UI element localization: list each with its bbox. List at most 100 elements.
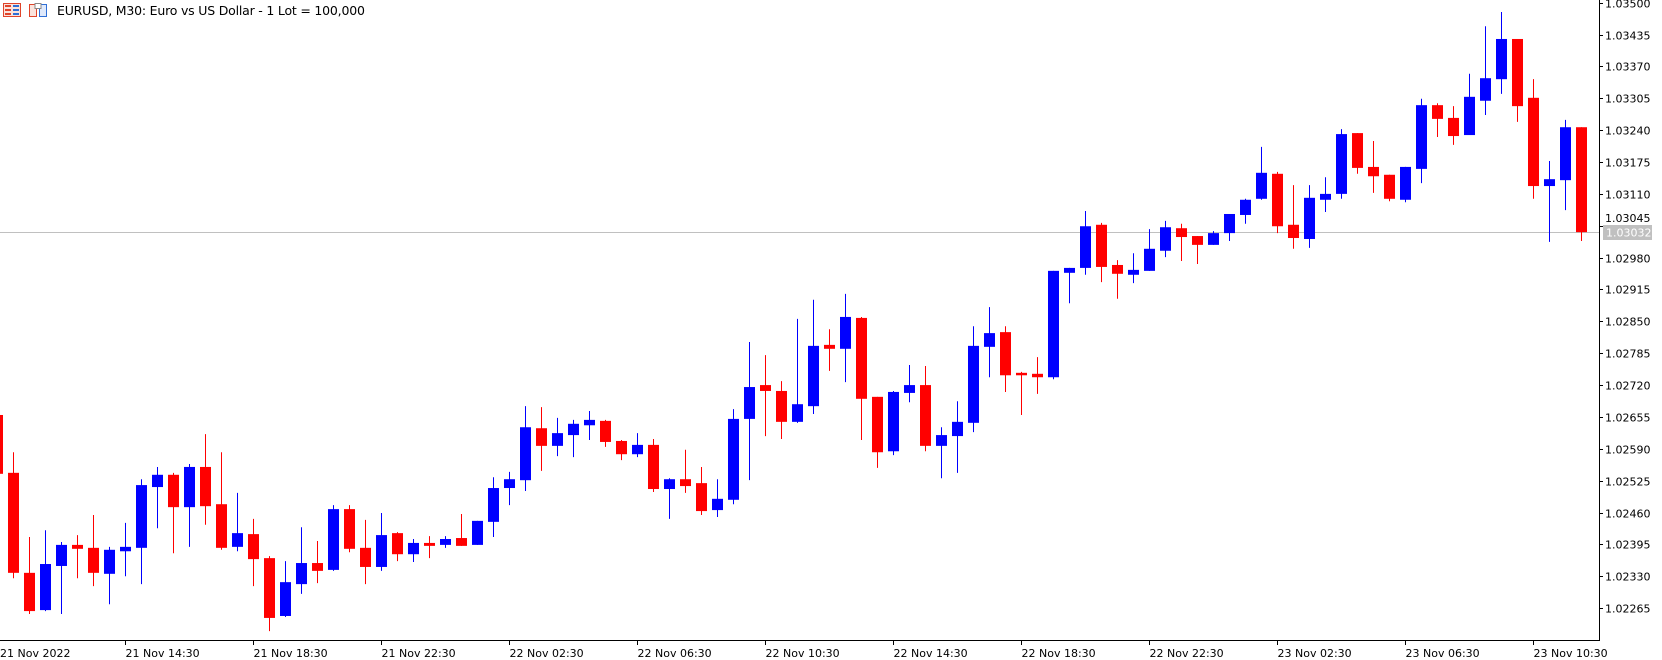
candle[interactable] <box>728 409 739 505</box>
candle[interactable] <box>1560 119 1571 211</box>
candle[interactable] <box>488 477 499 538</box>
candle[interactable] <box>1192 236 1203 264</box>
candle[interactable] <box>104 546 115 605</box>
price-axis[interactable]: 1.03500 1.03435 1.03370 1.03305 1.03240 1.031… <box>1599 0 1651 616</box>
candle[interactable] <box>1352 133 1363 174</box>
candle[interactable] <box>88 514 99 587</box>
candle[interactable] <box>872 396 883 468</box>
candle[interactable] <box>360 519 371 585</box>
candle[interactable] <box>120 522 131 577</box>
candle[interactable] <box>760 355 771 437</box>
candle[interactable] <box>1320 177 1331 213</box>
candle[interactable] <box>1256 146 1267 200</box>
candle[interactable] <box>536 407 547 471</box>
candle[interactable] <box>552 417 563 457</box>
candle[interactable] <box>424 536 435 559</box>
candle[interactable] <box>328 505 339 571</box>
candle[interactable] <box>1080 211 1091 275</box>
candle[interactable] <box>888 390 899 456</box>
candle[interactable] <box>392 532 403 562</box>
candle[interactable] <box>0 414 3 474</box>
candle[interactable] <box>232 492 243 552</box>
candle[interactable] <box>840 293 851 383</box>
candle[interactable] <box>1544 161 1555 242</box>
candle[interactable] <box>856 316 867 440</box>
candle[interactable] <box>696 466 707 515</box>
candle[interactable] <box>1208 231 1219 245</box>
candle[interactable] <box>632 433 643 458</box>
candle[interactable] <box>8 452 19 579</box>
candle[interactable] <box>264 556 275 632</box>
candle[interactable] <box>1096 222 1107 283</box>
candle[interactable] <box>1240 198 1251 224</box>
candle[interactable] <box>1576 127 1587 241</box>
candle[interactable] <box>808 299 819 415</box>
candle[interactable] <box>984 307 995 378</box>
candle[interactable] <box>1368 140 1379 193</box>
candle[interactable] <box>1288 185 1299 249</box>
candle[interactable] <box>520 406 531 491</box>
candle[interactable] <box>664 478 675 519</box>
candle[interactable] <box>1144 229 1155 271</box>
candle[interactable] <box>344 505 355 553</box>
candle[interactable] <box>1432 103 1443 138</box>
candle[interactable] <box>1160 220 1171 258</box>
candle[interactable] <box>248 518 259 587</box>
candle[interactable] <box>952 401 963 473</box>
candle[interactable] <box>504 471 515 506</box>
candle[interactable] <box>408 539 419 563</box>
candle[interactable] <box>280 561 291 617</box>
candle[interactable] <box>1336 129 1347 199</box>
candle[interactable] <box>920 365 931 452</box>
candle[interactable] <box>712 479 723 517</box>
candle[interactable] <box>24 537 35 615</box>
candle[interactable] <box>312 540 323 584</box>
candle[interactable] <box>1112 260 1123 299</box>
candle[interactable] <box>1272 171 1283 234</box>
candle[interactable] <box>376 513 387 571</box>
candle[interactable] <box>184 464 195 547</box>
candle[interactable] <box>936 427 947 479</box>
candle[interactable] <box>680 449 691 493</box>
candle[interactable] <box>1496 12 1507 94</box>
candle[interactable] <box>40 530 51 612</box>
candle[interactable] <box>904 364 915 403</box>
candle[interactable] <box>1016 371 1027 415</box>
candle[interactable] <box>136 479 147 585</box>
candle[interactable] <box>200 434 211 525</box>
candle[interactable] <box>1304 185 1315 248</box>
symbol-spec-icon[interactable] <box>29 3 47 17</box>
candle[interactable] <box>568 419 579 458</box>
candle[interactable] <box>440 536 451 548</box>
candle[interactable] <box>792 318 803 423</box>
candle[interactable] <box>1384 174 1395 202</box>
candle[interactable] <box>1400 166 1411 203</box>
candle[interactable] <box>968 326 979 433</box>
candle[interactable] <box>1064 267 1075 304</box>
candle[interactable] <box>168 472 179 554</box>
time-axis[interactable]: 21 Nov 2022 21 Nov 14:30 21 Nov 18:30 21 No… <box>0 640 1608 660</box>
candle[interactable] <box>1416 98 1427 184</box>
candle[interactable] <box>648 439 659 492</box>
candle[interactable] <box>584 411 595 440</box>
candle[interactable] <box>776 381 787 440</box>
candle[interactable] <box>1128 253 1139 284</box>
candle[interactable] <box>1000 326 1011 392</box>
candle[interactable] <box>1512 38 1523 122</box>
chart-list-icon[interactable] <box>3 3 21 17</box>
candle[interactable] <box>824 329 835 371</box>
candle[interactable] <box>1448 106 1459 145</box>
candle[interactable] <box>456 514 467 546</box>
candle[interactable] <box>1176 223 1187 262</box>
candle[interactable] <box>616 439 627 461</box>
candle[interactable] <box>56 541 67 615</box>
candle[interactable] <box>1528 79 1539 199</box>
candle[interactable] <box>1480 26 1491 115</box>
candle[interactable] <box>1032 357 1043 394</box>
candle[interactable] <box>296 527 307 594</box>
candle[interactable] <box>744 341 755 481</box>
candle[interactable] <box>1464 73 1475 136</box>
candle[interactable] <box>216 452 227 550</box>
candle[interactable] <box>72 535 83 579</box>
